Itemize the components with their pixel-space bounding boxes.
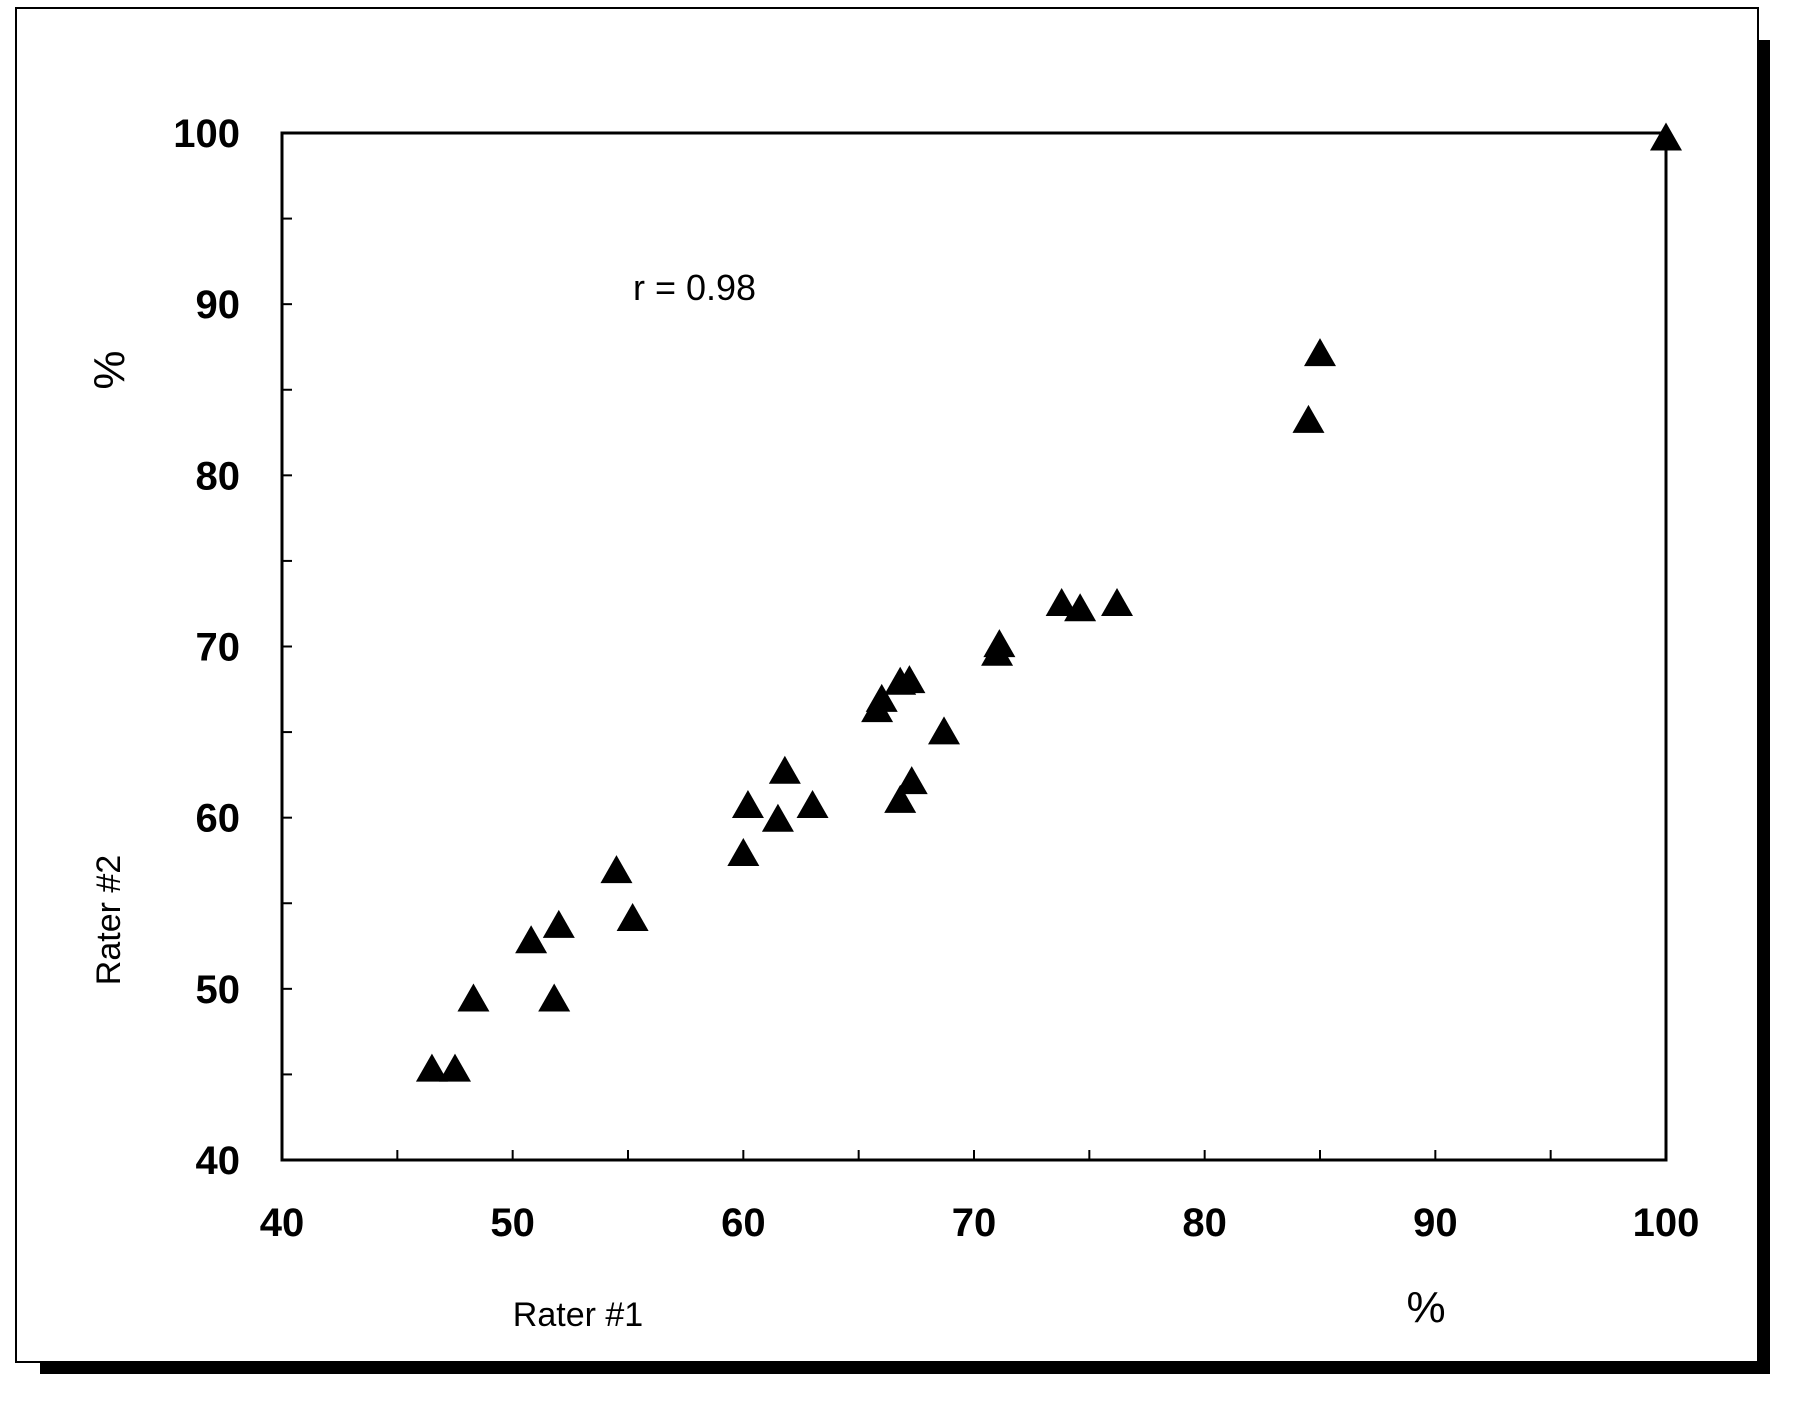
y-axis-ticks	[282, 217, 292, 1076]
y-tick-label: 80	[196, 454, 241, 498]
x-tick-label: 80	[1182, 1201, 1227, 1245]
y-tick-label: 90	[196, 283, 241, 327]
data-point-triangle	[761, 803, 794, 832]
data-point-triangle	[616, 903, 649, 932]
data-point-triangle	[1064, 593, 1097, 622]
data-point-triangle	[542, 909, 575, 938]
y-tick-label: 40	[196, 1139, 241, 1183]
data-point-triangle	[415, 1053, 448, 1082]
frame-shadow-right	[1758, 40, 1770, 1374]
data-point-triangle	[796, 790, 829, 819]
data-point-triangle	[1650, 122, 1682, 151]
x-tick-label: 90	[1413, 1201, 1458, 1245]
data-points	[415, 122, 1682, 1082]
y-axis-tick-labels: 40 50 60 70 80 90 100	[173, 112, 240, 1183]
x-axis-unit: %	[1406, 1283, 1445, 1332]
data-point-triangle	[1045, 588, 1078, 617]
data-point-triangle	[515, 925, 548, 954]
y-tick-label: 50	[196, 968, 241, 1012]
correlation-annotation: r = 0.98	[633, 267, 756, 308]
frame-shadow-bottom	[40, 1362, 1770, 1374]
data-point-triangle	[768, 755, 801, 784]
data-point-triangle	[884, 784, 917, 813]
data-point-triangle	[893, 665, 926, 694]
data-point-triangle	[1101, 588, 1134, 617]
y-axis-unit: %	[85, 350, 134, 389]
data-point-triangle	[1292, 404, 1325, 433]
data-point-triangle	[538, 983, 571, 1012]
data-point-triangle	[727, 837, 760, 866]
x-tick-label: 50	[490, 1201, 535, 1245]
y-tick-label: 100	[173, 112, 240, 156]
x-axis-tick-labels: 40 50 60 70 80 90 100	[260, 1201, 1700, 1245]
x-axis-ticks	[396, 1150, 1552, 1160]
y-tick-label: 70	[196, 626, 241, 670]
x-axis-title: Rater #1	[513, 1296, 643, 1334]
data-point-triangle	[439, 1053, 471, 1082]
data-point-triangle	[865, 683, 898, 712]
data-point-triangle	[457, 983, 490, 1012]
figure-frame	[15, 7, 1759, 1363]
x-tick-label: 100	[1633, 1201, 1700, 1245]
x-tick-label: 40	[260, 1201, 305, 1245]
x-tick-label: 60	[721, 1201, 766, 1245]
data-point-triangle	[600, 855, 633, 884]
x-tick-label: 70	[952, 1201, 997, 1245]
data-point-triangle	[983, 629, 1016, 658]
data-point-triangle	[928, 716, 961, 745]
y-tick-label: 60	[196, 797, 241, 841]
y-axis-title: Rater #2	[90, 855, 128, 985]
data-point-triangle	[895, 766, 928, 795]
data-point-triangle	[731, 790, 764, 819]
data-point-triangle	[1304, 338, 1336, 367]
